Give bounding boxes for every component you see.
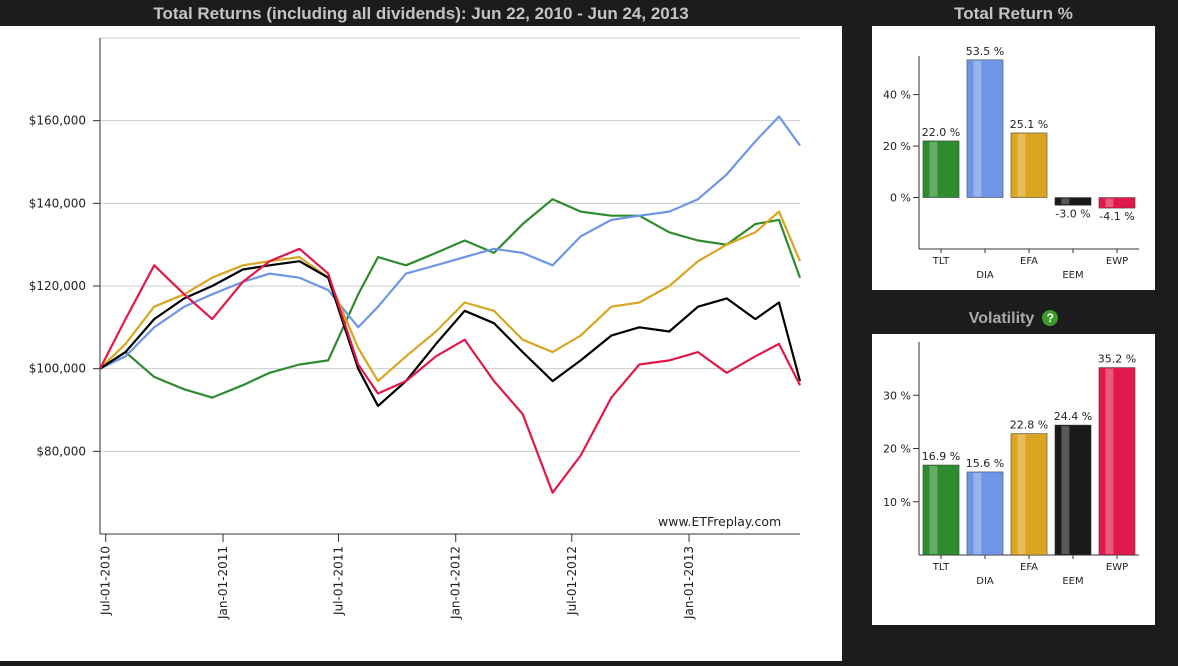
bar-highlight bbox=[1061, 198, 1070, 205]
y-tick-label: 40 % bbox=[883, 89, 911, 102]
total-returns-line-chart: $80,000 $100,000 $120,000 $140,000 $160,000 J… bbox=[29, 37, 802, 620]
category-label: EFA bbox=[1020, 562, 1038, 573]
volatility-title: Volatility bbox=[968, 310, 1035, 327]
bar-tlt bbox=[922, 140, 960, 198]
x-tick-label: Jan-01-2012 bbox=[449, 546, 463, 620]
bar-dia bbox=[966, 471, 1004, 556]
bar-value-label: 35.2 % bbox=[1098, 353, 1136, 366]
x-tick-label: Jul-01-2010 bbox=[99, 546, 113, 616]
category-label: EWP bbox=[1106, 562, 1128, 573]
bar-highlight bbox=[1105, 198, 1114, 208]
bar-value-label: -3.0 % bbox=[1055, 207, 1090, 220]
bar-value-label: 15.6 % bbox=[966, 457, 1004, 470]
bar-highlight bbox=[1017, 133, 1026, 197]
volatility-title-row: Volatility? bbox=[872, 310, 1155, 328]
bar-efa bbox=[1010, 433, 1048, 556]
series-line-1 bbox=[99, 115, 801, 370]
bar-value-label: 24.4 % bbox=[1054, 410, 1092, 423]
bar-highlight bbox=[929, 141, 938, 197]
bar-value-label: 22.0 % bbox=[922, 126, 960, 139]
bar-highlight bbox=[1061, 426, 1070, 554]
total-return-panel: 0 % 20 % 40 % 22.0 % TLT 53.5 % DIA 25.1 % EFA -3… bbox=[872, 26, 1155, 290]
bar-value-label: -4.1 % bbox=[1099, 210, 1134, 223]
bar-value-label: 22.8 % bbox=[1010, 419, 1048, 432]
watermark: www.ETFreplay.com bbox=[658, 514, 782, 529]
y-tick-label: 10 % bbox=[883, 496, 911, 509]
bar-highlight bbox=[1017, 434, 1026, 554]
category-label: DIA bbox=[976, 270, 994, 281]
volatility-panel: 10 % 20 % 30 % 16.9 % TLT 15.6 % DIA 22.8 % EFA 2… bbox=[872, 334, 1155, 625]
series-line-4 bbox=[99, 247, 801, 494]
bar-dia bbox=[966, 59, 1004, 198]
bar-value-label: 25.1 % bbox=[1010, 118, 1048, 131]
y-tick-label: $80,000 bbox=[36, 444, 86, 458]
series-line-0 bbox=[99, 198, 802, 399]
bar-highlight bbox=[973, 472, 982, 554]
category-label: TLT bbox=[932, 256, 950, 267]
y-tick-label: $160,000 bbox=[29, 114, 86, 128]
bar-efa bbox=[1010, 132, 1048, 198]
category-label: TLT bbox=[932, 562, 950, 573]
category-label: DIA bbox=[976, 576, 994, 587]
series-line-2 bbox=[99, 210, 802, 383]
x-tick-label: Jul-01-2011 bbox=[331, 546, 345, 616]
y-tick-label: $120,000 bbox=[29, 279, 86, 293]
bar-eem bbox=[1054, 424, 1092, 556]
bar-eem bbox=[1054, 197, 1092, 206]
bar-tlt bbox=[922, 464, 960, 556]
category-label: EWP bbox=[1106, 256, 1128, 267]
bar-ewp bbox=[1098, 367, 1136, 556]
y-tick-label: $140,000 bbox=[29, 196, 86, 210]
y-tick-label: $100,000 bbox=[29, 362, 86, 376]
y-tick-label: 20 % bbox=[883, 140, 911, 153]
y-tick-label: 0 % bbox=[890, 192, 911, 205]
x-tick-label: Jan-01-2011 bbox=[216, 546, 230, 620]
bar-highlight bbox=[973, 60, 982, 197]
category-label: EEM bbox=[1062, 576, 1083, 587]
category-label: EFA bbox=[1020, 256, 1038, 267]
x-tick-label: Jan-01-2013 bbox=[682, 546, 696, 620]
category-label: EEM bbox=[1062, 270, 1083, 281]
bar-value-label: 16.9 % bbox=[922, 450, 960, 463]
volatility-bar-chart: 10 % 20 % 30 % 16.9 % TLT 15.6 % DIA 22.8 % EFA 2… bbox=[883, 342, 1139, 587]
line-chart-panel: $80,000 $100,000 $120,000 $140,000 $160,000 J… bbox=[0, 26, 842, 661]
total-return-bar-chart: 0 % 20 % 40 % 22.0 % TLT 53.5 % DIA 25.1 % EFA -3… bbox=[883, 45, 1139, 281]
bar-highlight bbox=[929, 466, 938, 554]
x-tick-label: Jul-01-2012 bbox=[565, 546, 579, 616]
total-return-title: Total Return % bbox=[954, 4, 1073, 23]
help-icon[interactable]: ? bbox=[1042, 310, 1059, 326]
bar-value-label: 53.5 % bbox=[966, 45, 1004, 58]
series-line-3 bbox=[99, 260, 802, 407]
bar-ewp bbox=[1098, 197, 1136, 209]
main-chart-title: Total Returns (including all dividends):… bbox=[153, 4, 689, 23]
y-tick-label: 20 % bbox=[883, 443, 911, 456]
y-tick-label: 30 % bbox=[883, 389, 911, 402]
bar-highlight bbox=[1105, 368, 1114, 554]
